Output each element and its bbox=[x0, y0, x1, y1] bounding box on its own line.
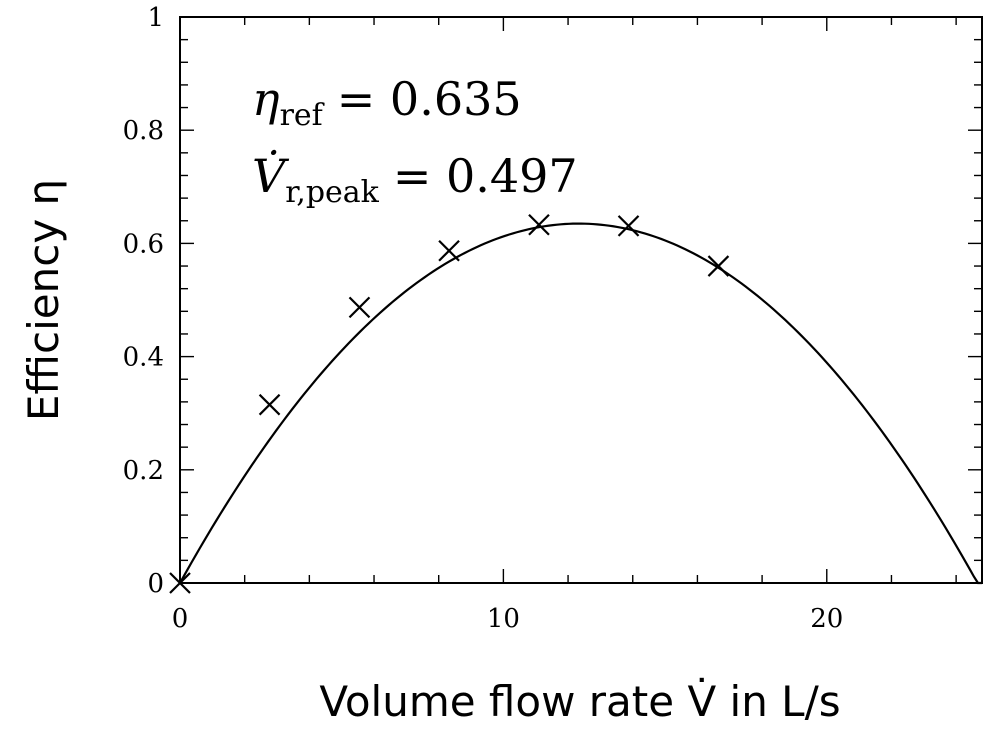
y-tick-label: 0.2 bbox=[123, 456, 164, 486]
data-point-stroke bbox=[707, 255, 730, 277]
annotation-eta-ref-subscript: ref bbox=[280, 98, 325, 133]
y-tick-label: 1 bbox=[147, 3, 164, 33]
x-axis-label: Volume flow rate V̇ in L/s bbox=[319, 677, 840, 726]
data-point bbox=[528, 213, 550, 236]
data-point-stroke bbox=[348, 296, 371, 319]
data-point bbox=[348, 296, 371, 319]
annotation-eta-ref-symbol: η bbox=[252, 72, 280, 126]
annotation-v-peak-value: = 0.497 bbox=[393, 149, 578, 203]
y-axis-label: Efficiency η bbox=[19, 179, 68, 421]
data-markers bbox=[169, 213, 730, 594]
data-point bbox=[169, 572, 191, 594]
fit-curve bbox=[179, 222, 982, 585]
data-point-stroke bbox=[169, 572, 191, 594]
y-tick-label: 0.8 bbox=[123, 116, 164, 146]
x-tick-label: 0 bbox=[172, 604, 189, 634]
x-tick-label: 20 bbox=[810, 604, 843, 634]
data-point-stroke bbox=[438, 239, 460, 262]
data-point-stroke bbox=[528, 213, 550, 236]
y-tick-label: 0.4 bbox=[123, 343, 164, 373]
annotation-eta-ref-value: = 0.635 bbox=[337, 72, 522, 126]
tick-labels: 0 10 20 0 0.2 0.4 0.6 0.8 1 bbox=[123, 3, 844, 634]
data-point-stroke bbox=[617, 215, 640, 237]
axis-ticks bbox=[179, 16, 982, 584]
annotation-v-peak-symbol: V̇ bbox=[252, 149, 290, 203]
x-tick-label: 10 bbox=[487, 604, 520, 634]
annotation-eta-ref: ηref = 0.635 bbox=[252, 72, 522, 133]
data-point bbox=[438, 239, 460, 262]
data-point bbox=[617, 215, 640, 237]
data-point-stroke bbox=[258, 393, 281, 416]
data-point bbox=[707, 255, 730, 277]
annotation-v-peak: V̇r,peak = 0.497 bbox=[252, 149, 578, 210]
plot-frame bbox=[179, 16, 983, 584]
y-tick-label: 0 bbox=[147, 569, 164, 599]
data-point bbox=[258, 393, 281, 416]
y-tick-label: 0.6 bbox=[123, 229, 164, 259]
annotation-v-peak-subscript: r,peak bbox=[285, 175, 379, 210]
